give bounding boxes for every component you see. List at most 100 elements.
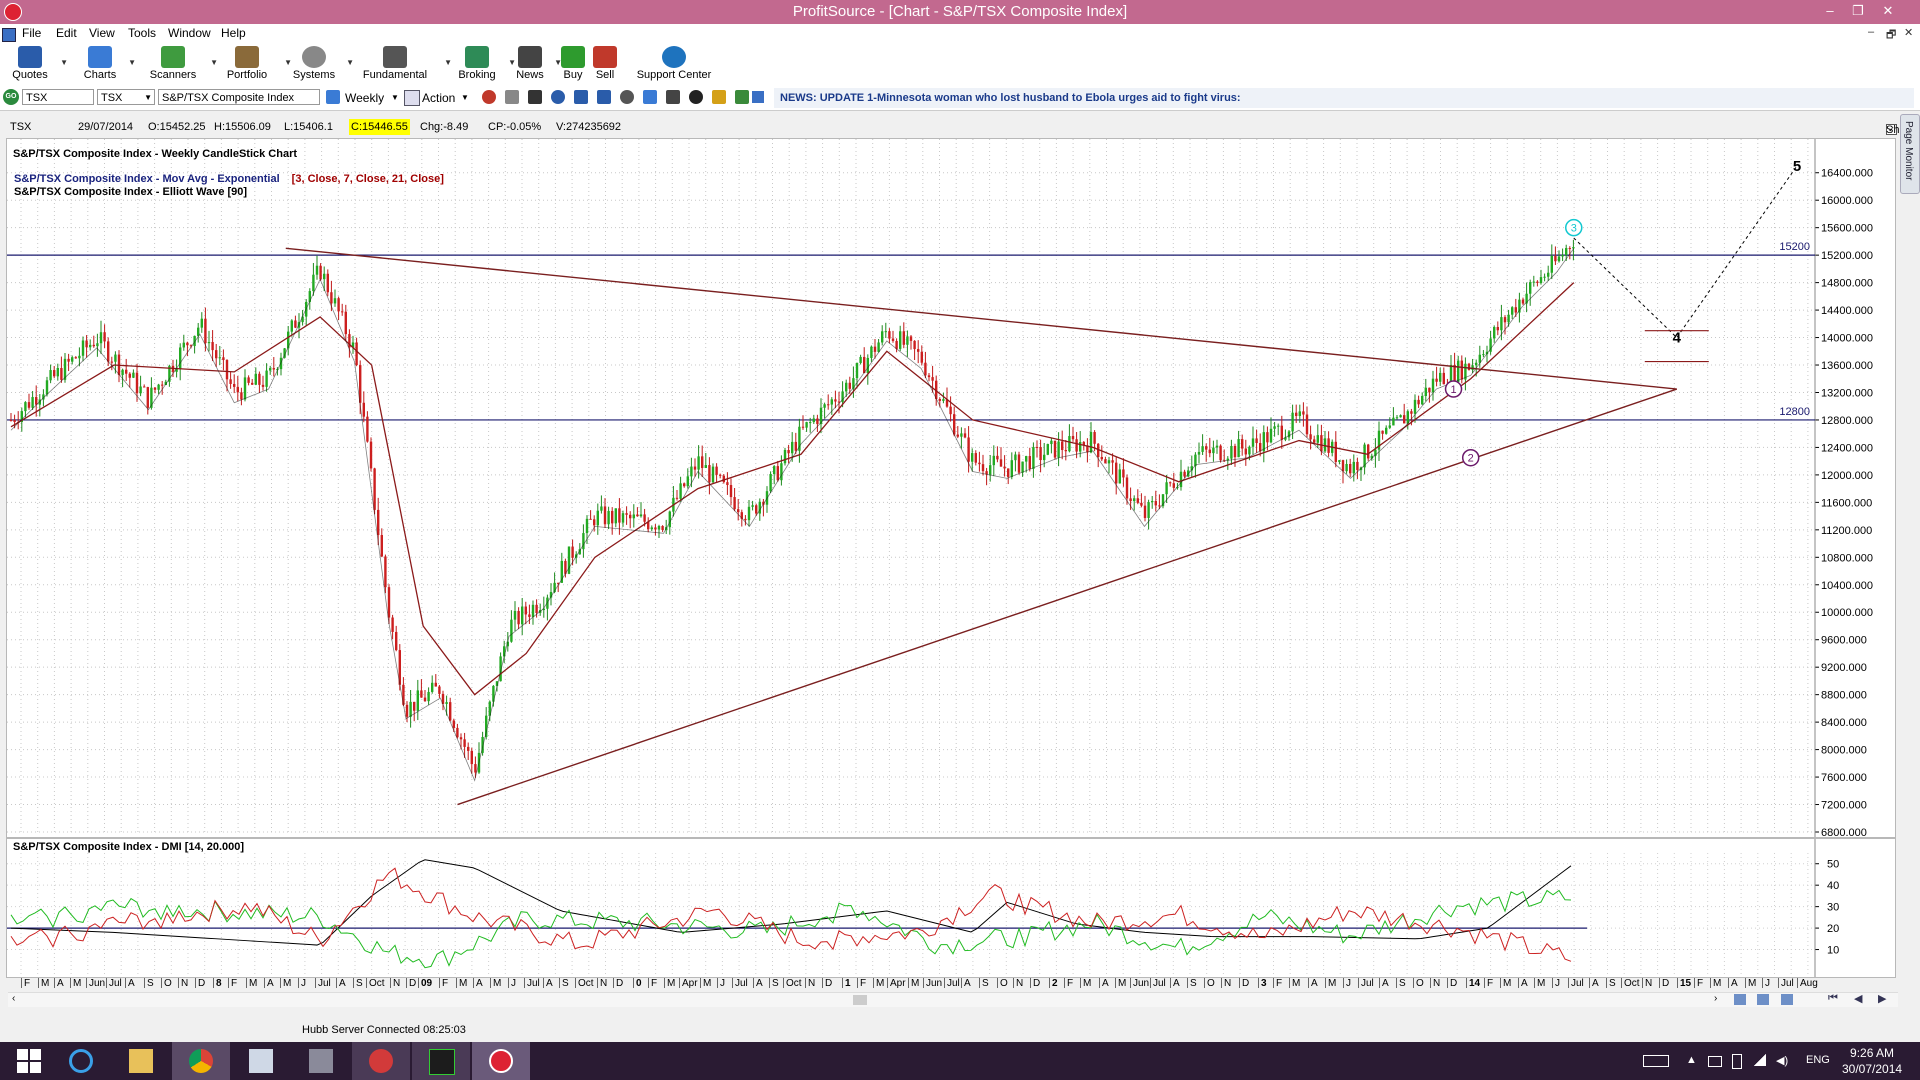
- time-axis-tick: [213, 978, 214, 988]
- toolbar-news-button[interactable]: News ▼: [510, 44, 562, 86]
- scroll-thumb[interactable]: [853, 995, 867, 1005]
- period-select[interactable]: Weekly: [345, 91, 385, 105]
- candle-body: [81, 340, 85, 356]
- action-dropdown-icon[interactable]: ▼: [461, 93, 469, 102]
- taskbar-media[interactable]: [352, 1042, 410, 1080]
- action-grid-icon: [404, 90, 420, 106]
- toolbar-sell-button[interactable]: Sell: [590, 44, 620, 86]
- toolbar-scanners-button[interactable]: Scanners ▼: [140, 44, 218, 86]
- toolbar-systems-button[interactable]: Systems ▼: [286, 44, 354, 86]
- pencil-icon[interactable]: [735, 90, 749, 104]
- scroll-left-icon[interactable]: ‹: [12, 993, 16, 1004]
- tablet-icon[interactable]: [1732, 1054, 1742, 1069]
- taskbar-ie[interactable]: [52, 1042, 110, 1080]
- exchange-select[interactable]: TSX ▼: [97, 89, 155, 105]
- time-axis-tick: [597, 978, 598, 988]
- toolbar-fundamental-button[interactable]: Fundamental ▼: [350, 44, 452, 86]
- news-icon[interactable]: [752, 91, 764, 103]
- mdi-close-button[interactable]: ✕: [1904, 27, 1914, 39]
- taskbar-go[interactable]: [412, 1042, 470, 1080]
- battery-icon[interactable]: [1708, 1056, 1722, 1067]
- menu-file[interactable]: File: [22, 26, 42, 40]
- red-arrow-icon[interactable]: [482, 90, 496, 104]
- time-axis-tick: [298, 978, 299, 988]
- time-axis-tick: [1049, 978, 1050, 988]
- security-name-field[interactable]: S&P/TSX Composite Index: [158, 89, 320, 105]
- tray-expand-icon[interactable]: ▲: [1686, 1054, 1697, 1066]
- candle-body: [413, 701, 416, 711]
- dropdown-arrow-icon[interactable]: ▼: [210, 58, 218, 67]
- star-icon[interactable]: [712, 90, 726, 104]
- wave-tool-icon[interactable]: [620, 90, 634, 104]
- time-axis-tick: [1518, 978, 1519, 988]
- toolbar-buy-button[interactable]: Buy: [558, 44, 588, 86]
- taskbar-profitsource[interactable]: [472, 1042, 530, 1080]
- broking-icon: [465, 46, 489, 68]
- dropdown-arrow-icon[interactable]: ▼: [60, 58, 68, 67]
- time-axis-label: Apr: [682, 978, 698, 989]
- go-button[interactable]: GO: [3, 89, 19, 105]
- next-page-icon[interactable]: ▶: [1878, 993, 1887, 1005]
- toolbar-charts-button[interactable]: Charts ▼: [76, 44, 136, 86]
- bulb-icon[interactable]: [689, 90, 703, 104]
- price-chart-pane[interactable]: 16400.000 16000.000 15600.000 15200.000 1480…: [6, 138, 1896, 838]
- network-signal-icon[interactable]: [1754, 1054, 1766, 1066]
- restore-button[interactable]: ❐: [1852, 3, 1864, 18]
- zoom-fit-icon[interactable]: [1781, 994, 1793, 1005]
- scroll-right-icon[interactable]: ›: [1714, 993, 1718, 1004]
- toolbar-support-center-button[interactable]: Support Center: [628, 44, 720, 86]
- line-draw-icon[interactable]: [643, 90, 657, 104]
- dmi-indicator-pane[interactable]: 50 40 30 20 10 S&P/TSX Composite Index - DMI…: [6, 838, 1896, 978]
- news-ticker[interactable]: NEWS: UPDATE 1-Minnesota woman who lost …: [774, 88, 1914, 108]
- snapshot-icon[interactable]: [597, 90, 611, 104]
- dropdown-arrow-icon[interactable]: ▼: [346, 58, 354, 67]
- prev-page-icon[interactable]: ◀: [1854, 993, 1863, 1005]
- close-button[interactable]: ✕: [1882, 3, 1894, 18]
- page-monitor-tab[interactable]: Page Monitor: [1900, 114, 1920, 194]
- candle-body: [1071, 436, 1075, 440]
- chart-horizontal-scrollbar[interactable]: ‹ › ⏮ ◀ ▶: [8, 992, 1898, 1007]
- menu-tools[interactable]: Tools: [128, 26, 157, 40]
- mdi-restore-button[interactable]: 🗗: [1886, 29, 1897, 41]
- menu-help[interactable]: Help: [221, 26, 246, 40]
- first-page-icon[interactable]: ⏮: [1828, 992, 1838, 1004]
- action-menu[interactable]: Action: [422, 91, 456, 105]
- time-axis-tick: [366, 978, 367, 988]
- save-icon[interactable]: [505, 90, 519, 104]
- system-clock[interactable]: 9:26 AM 30/07/2014: [1842, 1045, 1902, 1077]
- zoom-in-icon[interactable]: [1734, 994, 1746, 1005]
- quote-info-bar: TSX 29/07/2014 O:15452.25 H:15506.09 L:1…: [6, 118, 1920, 136]
- dropdown-arrow-icon[interactable]: ▼: [444, 58, 452, 67]
- taskbar-explorer[interactable]: [112, 1042, 170, 1080]
- minimize-button[interactable]: –: [1826, 3, 1834, 18]
- zoom-out-icon[interactable]: [1757, 994, 1769, 1005]
- dropdown-arrow-icon[interactable]: ▼: [508, 58, 516, 67]
- dropdown-arrow-icon[interactable]: ▼: [284, 58, 292, 67]
- dropdown-arrow-icon[interactable]: ▼: [554, 58, 562, 67]
- toolbar-broking-button[interactable]: Broking ▼: [450, 44, 516, 86]
- crosshair-icon[interactable]: [528, 90, 542, 104]
- menu-view[interactable]: View: [89, 26, 115, 40]
- menu-window[interactable]: Window: [168, 26, 211, 40]
- tools-icon[interactable]: [666, 90, 680, 104]
- menu-edit[interactable]: Edit: [56, 26, 77, 40]
- start-button[interactable]: [0, 1042, 58, 1080]
- mdi-minimize-button[interactable]: –: [1868, 26, 1875, 38]
- time-axis-tick: [1447, 978, 1448, 988]
- candle-body: [283, 348, 286, 358]
- toolbar-quotes-button[interactable]: Quotes ▼: [4, 44, 68, 86]
- time-axis-tick: [264, 978, 265, 988]
- taskbar-calculator[interactable]: [232, 1042, 290, 1080]
- taskbar-chrome[interactable]: [172, 1042, 230, 1080]
- dropdown-arrow-icon[interactable]: ▼: [128, 58, 136, 67]
- print-icon[interactable]: [551, 90, 565, 104]
- language-indicator[interactable]: ENG: [1806, 1054, 1830, 1066]
- volume-icon[interactable]: ◀): [1776, 1055, 1789, 1067]
- keyboard-icon[interactable]: [1643, 1055, 1669, 1067]
- candle-body: [391, 617, 394, 632]
- period-dropdown-icon[interactable]: ▼: [391, 93, 399, 102]
- symbol-input[interactable]: TSX: [22, 89, 94, 105]
- taskbar-app[interactable]: [292, 1042, 350, 1080]
- zoom-icon[interactable]: [574, 90, 588, 104]
- toolbar-portfolio-button[interactable]: Portfolio ▼: [214, 44, 292, 86]
